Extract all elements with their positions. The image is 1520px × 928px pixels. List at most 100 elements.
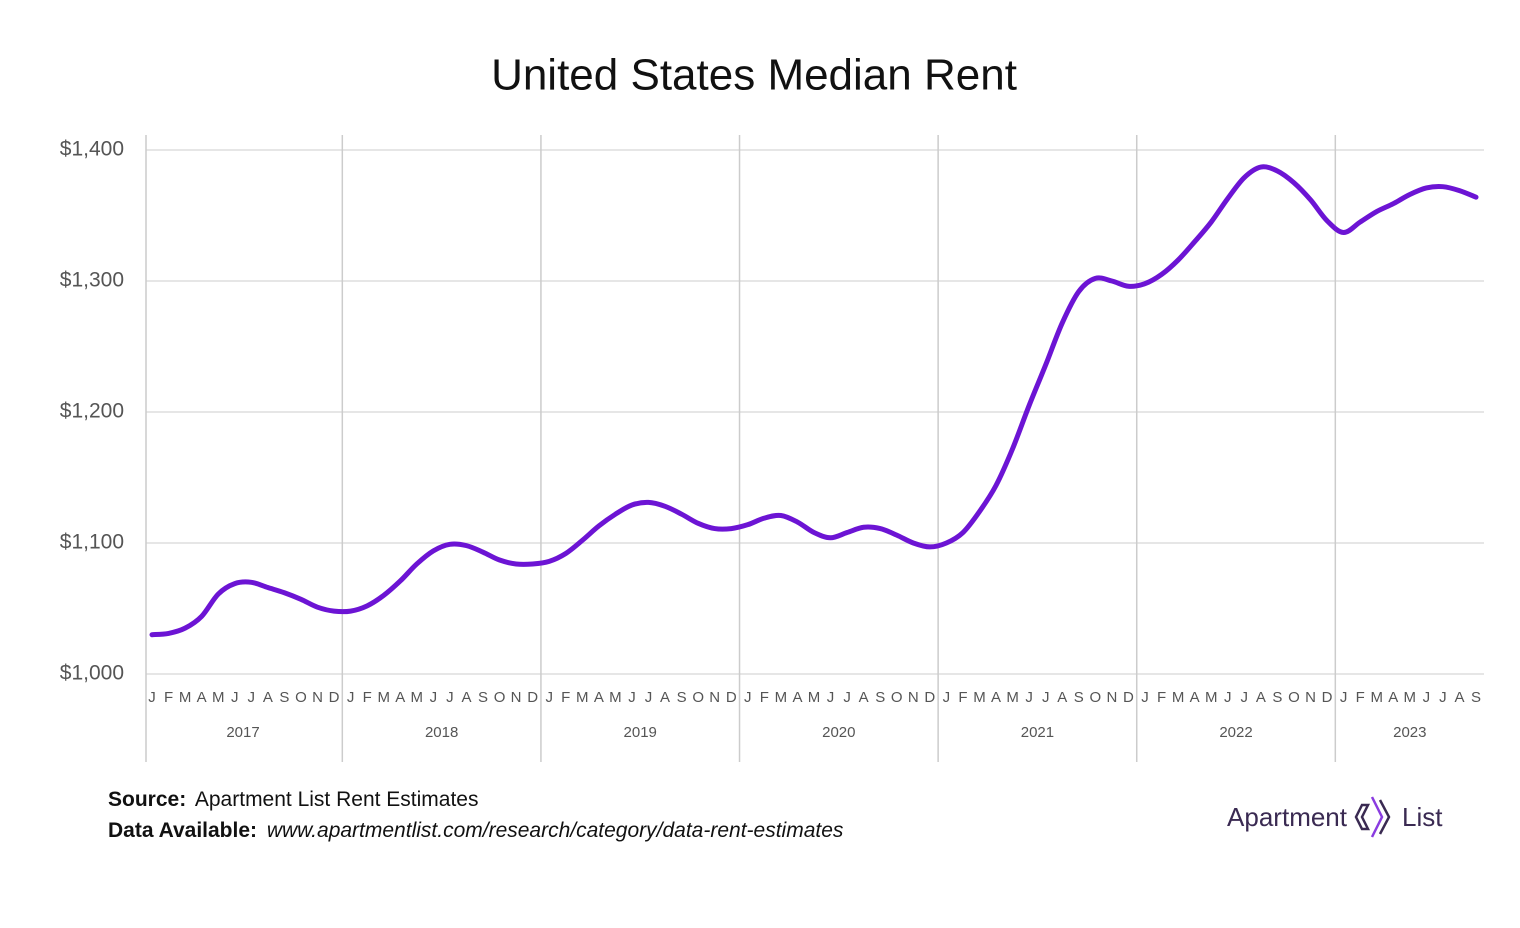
x-tick-label: N (709, 689, 720, 706)
x-tick-label: D (726, 689, 737, 706)
x-tick-label: A (1388, 689, 1398, 706)
logo-right: List (1402, 802, 1443, 832)
x-tick-label: M (1172, 689, 1185, 706)
x-tick-label: N (908, 689, 919, 706)
x-tick-label: O (494, 689, 506, 706)
year-label: 2022 (1219, 724, 1252, 741)
x-tick-label: N (1305, 689, 1316, 706)
x-tick-label: J (430, 689, 438, 706)
x-tick-label: A (991, 689, 1001, 706)
x-tick-label: J (645, 689, 653, 706)
x-tick-label: J (744, 689, 752, 706)
x-tick-label: A (461, 689, 471, 706)
data-url: www.apartmentlist.com/research/category/… (267, 819, 844, 842)
x-tick-label: A (395, 689, 405, 706)
x-tick-label: A (660, 689, 670, 706)
x-tick-label: S (279, 689, 289, 706)
source: Apartment List Rent Estimates (195, 788, 479, 811)
x-tick-label: S (1272, 689, 1282, 706)
x-tick-label: A (197, 689, 207, 706)
x-tick-label: D (1322, 689, 1333, 706)
x-tick-label: M (1404, 689, 1417, 706)
y-tick-label: $1,400 (60, 138, 124, 161)
y-tick-label: $1,300 (60, 269, 124, 292)
x-tick-label: S (677, 689, 687, 706)
x-tick-label: D (1123, 689, 1134, 706)
x-tick-label: M (973, 689, 986, 706)
x-tick-label: O (1090, 689, 1102, 706)
year-label: 2023 (1393, 724, 1426, 741)
x-tick-label: A (1190, 689, 1200, 706)
x-tick-label: M (1205, 689, 1218, 706)
x-tick-label: J (1141, 689, 1149, 706)
logo-icon (1354, 796, 1391, 838)
x-tick-label: O (1288, 689, 1300, 706)
x-tick-label: M (212, 689, 225, 706)
x-tick-label: J (148, 689, 156, 706)
x-tick-label: J (1224, 689, 1232, 706)
x-tick-label: D (924, 689, 935, 706)
x-tick-label: M (609, 689, 622, 706)
x-tick-label: M (576, 689, 589, 706)
x-tick-label: J (1340, 689, 1348, 706)
y-tick-label: $1,000 (60, 662, 124, 685)
x-tick-label: M (377, 689, 390, 706)
source-label: Source: (108, 788, 186, 811)
year-label: 2019 (624, 724, 657, 741)
footer-data: Data Available: www.apartmentlist.com/re… (108, 819, 844, 842)
x-tick-label: J (1025, 689, 1033, 706)
x-tick-label: S (1074, 689, 1084, 706)
x-tick-label: J (1439, 689, 1447, 706)
x-tick-label: M (775, 689, 788, 706)
x-tick-label: J (943, 689, 951, 706)
x-tick-label: A (1454, 689, 1464, 706)
x-tick-label: J (628, 689, 636, 706)
x-tick-label: J (1241, 689, 1249, 706)
x-tick-label: J (827, 689, 835, 706)
year-label: 2017 (226, 724, 259, 741)
x-tick-label: M (1006, 689, 1019, 706)
x-tick-label: J (446, 689, 454, 706)
x-tick-label: S (1471, 689, 1481, 706)
x-tick-label: A (792, 689, 802, 706)
x-tick-label: M (411, 689, 424, 706)
y-tick-label: $1,200 (60, 400, 124, 423)
x-tick-label: M (179, 689, 192, 706)
x-tick-label: N (511, 689, 522, 706)
x-tick-label: F (561, 689, 570, 706)
x-tick-label: F (164, 689, 173, 706)
x-tick-label: N (1106, 689, 1117, 706)
x-tick-label: D (527, 689, 538, 706)
x-tick-label: A (594, 689, 604, 706)
y-tick-label: $1,100 (60, 531, 124, 554)
x-tick-label: J (1423, 689, 1431, 706)
year-label: 2018 (425, 724, 458, 741)
year-label: 2020 (822, 724, 855, 741)
x-tick-label: J (545, 689, 553, 706)
chart-title: United States Median Rent (491, 51, 1017, 100)
x-tick-label: D (329, 689, 340, 706)
x-tick-label: J (1042, 689, 1050, 706)
x-tick-label: F (1356, 689, 1365, 706)
x-tick-label: O (692, 689, 704, 706)
x-tick-label: S (875, 689, 885, 706)
x-tick-label: A (859, 689, 869, 706)
x-tick-label: J (231, 689, 239, 706)
x-tick-label: M (1370, 689, 1383, 706)
x-tick-label: J (843, 689, 851, 706)
x-tick-label: F (1157, 689, 1166, 706)
x-tick-label: A (1057, 689, 1067, 706)
data-label: Data Available: (108, 819, 257, 842)
x-tick-label: F (760, 689, 769, 706)
x-tick-label: N (312, 689, 323, 706)
x-tick-label: F (958, 689, 967, 706)
x-tick-label: M (808, 689, 821, 706)
x-tick-label: F (363, 689, 372, 706)
x-tick-label: O (295, 689, 307, 706)
x-tick-label: A (1256, 689, 1266, 706)
x-tick-label: S (478, 689, 488, 706)
line (149, 164, 1479, 638)
x-tick-label: J (347, 689, 355, 706)
x-tick-label: O (891, 689, 903, 706)
